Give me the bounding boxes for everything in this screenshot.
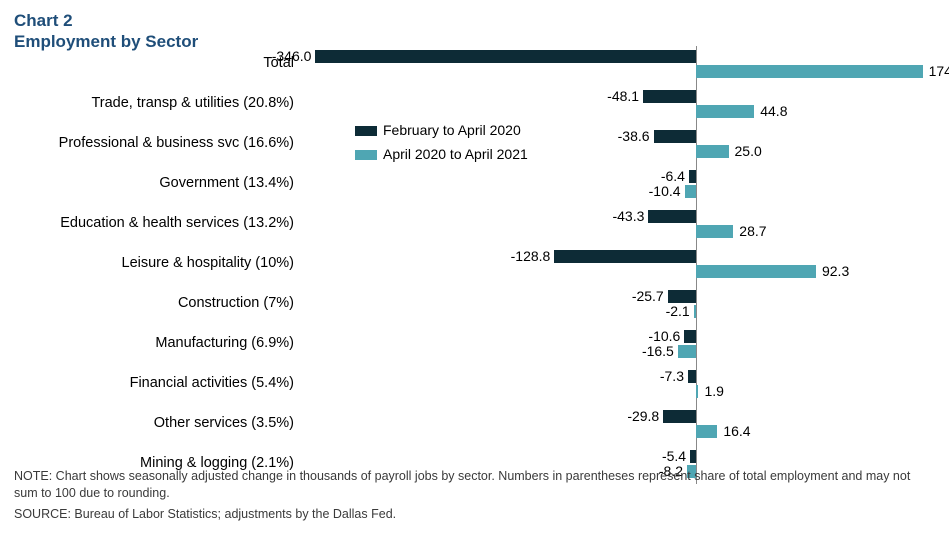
bar-series1 bbox=[554, 250, 696, 263]
bar-series1 bbox=[690, 450, 696, 463]
bar-series1 bbox=[315, 50, 696, 63]
bar-series1 bbox=[668, 290, 696, 303]
category-label: Professional & business svc (16.6%) bbox=[0, 135, 300, 151]
bar-series1 bbox=[689, 170, 696, 183]
bar-series2 bbox=[696, 65, 923, 78]
value-label-series1: -48.1 bbox=[607, 88, 639, 104]
bar-series2 bbox=[696, 225, 733, 238]
value-label-series1: -128.8 bbox=[511, 248, 551, 264]
legend-item: February to April 2020 bbox=[355, 122, 521, 138]
value-label-series1: -25.7 bbox=[632, 288, 664, 304]
value-label-series2: 28.7 bbox=[739, 223, 766, 239]
value-label-series1: -346.0 bbox=[272, 48, 312, 64]
bar-series2 bbox=[694, 305, 696, 318]
legend-item: April 2020 to April 2021 bbox=[355, 146, 528, 162]
value-label-series2: -2.1 bbox=[666, 303, 690, 319]
value-label-series2: 25.0 bbox=[735, 143, 762, 159]
category-label: Other services (3.5%) bbox=[0, 415, 300, 431]
category-label: Construction (7%) bbox=[0, 295, 300, 311]
bar-series2 bbox=[696, 385, 698, 398]
category-label: Education & health services (13.2%) bbox=[0, 215, 300, 231]
bar-series2 bbox=[696, 265, 816, 278]
bar-series1 bbox=[648, 210, 696, 223]
value-label-series1: -43.3 bbox=[612, 208, 644, 224]
value-label-series1: -10.6 bbox=[648, 328, 680, 344]
legend-swatch bbox=[355, 126, 377, 136]
value-label-series2: 174.3 bbox=[929, 63, 949, 79]
category-label: Trade, transp & utilities (20.8%) bbox=[0, 95, 300, 111]
bar-series1 bbox=[688, 370, 696, 383]
value-label-series2: 1.9 bbox=[704, 383, 723, 399]
value-label-series1: -5.4 bbox=[662, 448, 686, 464]
value-label-series2: 44.8 bbox=[760, 103, 787, 119]
bar-series1 bbox=[643, 90, 696, 103]
chart-title-line1: Chart 2 bbox=[14, 10, 935, 31]
value-label-series2: -16.5 bbox=[642, 343, 674, 359]
legend-label: April 2020 to April 2021 bbox=[383, 146, 528, 162]
chart-container: Chart 2 Employment by Sector Total-346.0… bbox=[0, 0, 949, 541]
value-label-series2: 92.3 bbox=[822, 263, 849, 279]
chart-note-text: NOTE: Chart shows seasonally adjusted ch… bbox=[14, 468, 934, 502]
bar-series2 bbox=[696, 105, 754, 118]
category-label: Manufacturing (6.9%) bbox=[0, 335, 300, 351]
value-label-series1: -38.6 bbox=[618, 128, 650, 144]
value-label-series2: -10.4 bbox=[649, 183, 681, 199]
bar-series2 bbox=[696, 425, 717, 438]
legend-label: February to April 2020 bbox=[383, 122, 521, 138]
category-label: Financial activities (5.4%) bbox=[0, 375, 300, 391]
chart-plot-area: Total-346.0 174.3 Trade, transp & utilitie… bbox=[0, 40, 949, 480]
bar-series1 bbox=[654, 130, 696, 143]
bar-series2 bbox=[685, 185, 696, 198]
bar-series2 bbox=[696, 145, 729, 158]
bar-series2 bbox=[678, 345, 696, 358]
bar-series1 bbox=[663, 410, 696, 423]
value-label-series1: -7.3 bbox=[660, 368, 684, 384]
bar-series1 bbox=[684, 330, 696, 343]
legend-swatch bbox=[355, 150, 377, 160]
value-label-series2: 16.4 bbox=[723, 423, 750, 439]
value-label-series1: -29.8 bbox=[627, 408, 659, 424]
category-label: Total bbox=[0, 55, 300, 71]
value-label-series1: -6.4 bbox=[661, 168, 685, 184]
chart-footnote: NOTE: Chart shows seasonally adjusted ch… bbox=[14, 468, 934, 523]
category-label: Leisure & hospitality (10%) bbox=[0, 255, 300, 271]
category-label: Government (13.4%) bbox=[0, 175, 300, 191]
chart-source-text: SOURCE: Bureau of Labor Statistics; adju… bbox=[14, 506, 934, 523]
